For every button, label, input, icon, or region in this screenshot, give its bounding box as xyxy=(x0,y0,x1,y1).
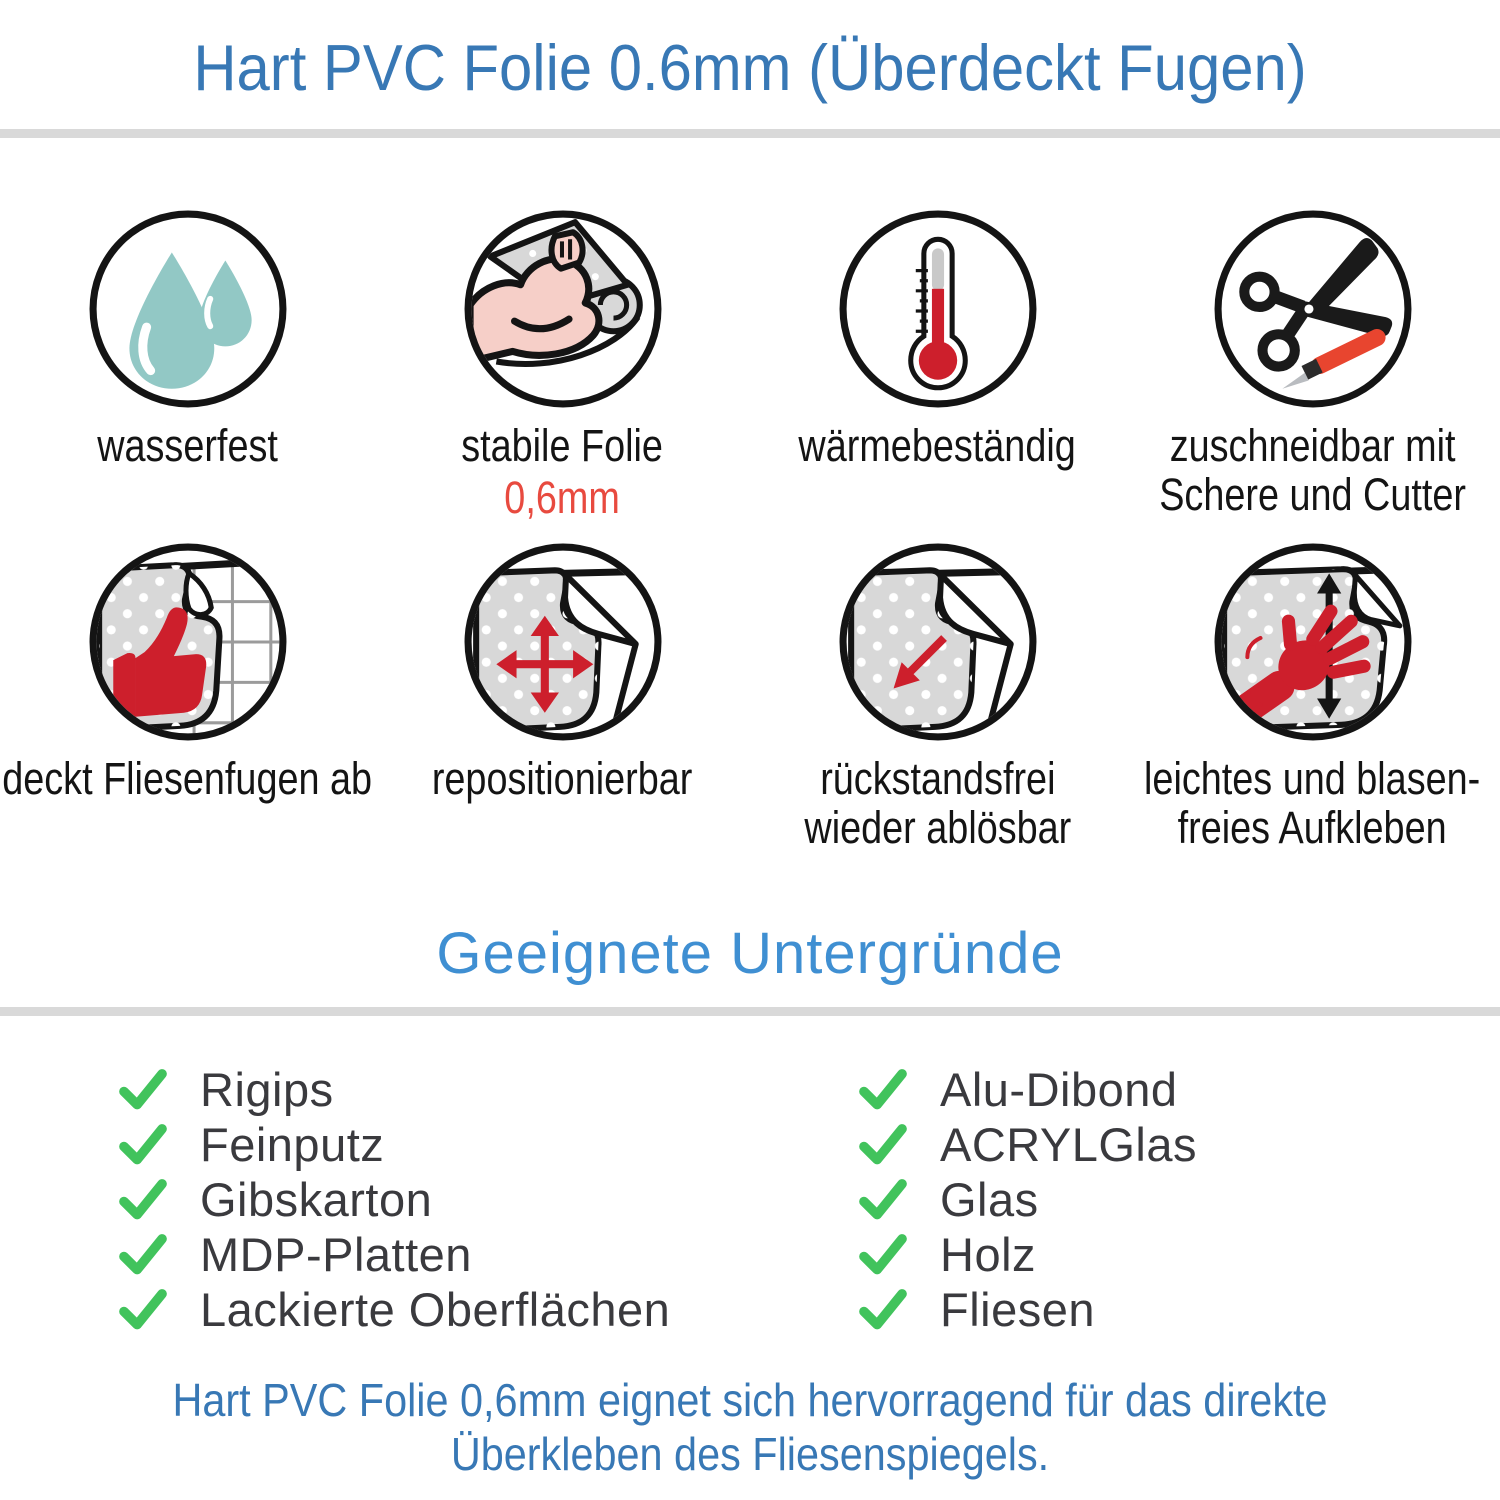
divider-top xyxy=(0,129,1500,138)
peel-off-arrow-icon xyxy=(839,543,1036,741)
substrate-item: Holz xyxy=(858,1227,1197,1282)
hand-smoothing-icon xyxy=(1214,543,1411,741)
feature-caption: rückstandsfrei wieder ablösbar xyxy=(804,753,1071,853)
substrate-item: Rigips xyxy=(118,1062,670,1117)
substrates-column-left: Rigips Feinputz Gibskarton MDP-Platten L… xyxy=(118,1062,670,1337)
feature-label-line2: Schere und Cutter xyxy=(1159,468,1466,520)
feature-label-line2: wieder ablösbar xyxy=(804,801,1071,853)
check-icon xyxy=(119,1123,167,1164)
feature-caption: wasserfest xyxy=(97,420,278,471)
substrate-item: Alu-Dibond xyxy=(858,1062,1197,1117)
substrate-item: Lackierte Oberflächen xyxy=(118,1282,670,1337)
divider-section xyxy=(0,1007,1500,1016)
feature-caption: repositionierbar xyxy=(432,753,693,804)
substrates-column-right: Alu-Dibond ACRYLGlas Glas Holz Fliesen xyxy=(858,1062,1197,1337)
substrate-label: ACRYLGlas xyxy=(940,1118,1198,1171)
substrate-label: Glas xyxy=(940,1173,1039,1226)
feature-note: 0,6mm xyxy=(504,471,621,523)
feature-label-line2: freies Aufkleben xyxy=(1178,801,1447,853)
substrate-label: Holz xyxy=(940,1228,1037,1281)
check-icon xyxy=(119,1288,167,1329)
feature-zuschneidbar: zuschneidbar mit Schere und Cutter xyxy=(1125,208,1500,522)
substrate-label: Rigips xyxy=(200,1063,334,1116)
check-icon xyxy=(859,1068,907,1109)
feature-repositionierbar: repositionierbar xyxy=(375,541,750,852)
substrate-label: Lackierte Oberflächen xyxy=(200,1283,671,1336)
feature-caption: deckt Fliesenfugen ab xyxy=(2,753,373,804)
feature-deckt-fliesenfugen: deckt Fliesenfugen ab xyxy=(0,541,375,852)
feature-caption: zuschneidbar mit Schere und Cutter xyxy=(1159,420,1466,520)
substrate-label: Alu-Dibond xyxy=(940,1063,1178,1116)
check-icon xyxy=(859,1178,907,1219)
thumbs-up-tile-icon xyxy=(89,543,286,741)
substrate-item: MDP-Platten xyxy=(118,1227,670,1282)
feature-waermebestaendig: wärmebeständig xyxy=(750,208,1125,522)
feature-caption: leichtes und blasen- freies Aufkleben xyxy=(1144,753,1481,853)
feature-caption: stabile Folie 0,6mm xyxy=(461,420,664,523)
check-icon xyxy=(859,1233,907,1274)
section-title: Geeignete Untergründe xyxy=(436,921,1064,986)
scissors-cutter-icon xyxy=(1214,210,1411,408)
feature-label: wärmebeständig xyxy=(798,420,1077,471)
substrate-item: Fliesen xyxy=(858,1282,1197,1337)
check-icon xyxy=(119,1178,167,1219)
feature-blasenfrei: leichtes und blasen- freies Aufkleben xyxy=(1125,541,1500,852)
check-icon xyxy=(859,1123,907,1164)
check-icon xyxy=(859,1288,907,1329)
substrate-item: Feinputz xyxy=(118,1117,670,1172)
footer-line-2: Überkleben des Fliesenspiegels. xyxy=(450,1427,1050,1480)
move-arrows-foil-icon xyxy=(464,543,661,741)
feature-rueckstandsfrei: rückstandsfrei wieder ablösbar xyxy=(750,541,1125,852)
feature-label: leichtes und blasen- xyxy=(1144,753,1481,804)
check-icon xyxy=(119,1233,167,1274)
check-icon xyxy=(119,1068,167,1109)
muscle-foil-roll-icon xyxy=(464,210,661,408)
water-drops-icon xyxy=(89,210,286,408)
footer-line-1: Hart PVC Folie 0,6mm eignet sich hervorr… xyxy=(172,1374,1328,1426)
thermometer-icon xyxy=(839,210,1036,408)
substrate-item: Glas xyxy=(858,1172,1197,1227)
feature-stabile-folie: stabile Folie 0,6mm xyxy=(375,208,750,522)
feature-label: zuschneidbar mit xyxy=(1169,420,1456,471)
substrate-item: Gibskarton xyxy=(118,1172,670,1227)
substrate-label: Gibskarton xyxy=(200,1173,433,1226)
feature-label: wasserfest xyxy=(97,420,278,471)
feature-wasserfest: wasserfest xyxy=(0,208,375,522)
footer-note: Hart PVC Folie 0,6mm eignet sich hervorr… xyxy=(75,1374,1425,1482)
feature-label: rückstandsfrei xyxy=(819,753,1056,804)
feature-caption: wärmebeständig xyxy=(798,420,1077,471)
substrate-label: Fliesen xyxy=(940,1283,1096,1336)
substrate-label: Feinputz xyxy=(200,1118,385,1171)
substrate-label: MDP-Platten xyxy=(200,1228,472,1281)
feature-label: stabile Folie xyxy=(461,420,664,471)
feature-label: repositionierbar xyxy=(432,753,693,804)
feature-label: deckt Fliesenfugen ab xyxy=(2,753,373,804)
page-title: Hart PVC Folie 0.6mm (Überdeckt Fugen) xyxy=(193,31,1307,104)
feature-row-1: wasserfest stabi xyxy=(0,208,1500,522)
feature-row-2: deckt Fliesenfugen ab xyxy=(0,541,1500,852)
substrate-item: ACRYLGlas xyxy=(858,1117,1197,1172)
